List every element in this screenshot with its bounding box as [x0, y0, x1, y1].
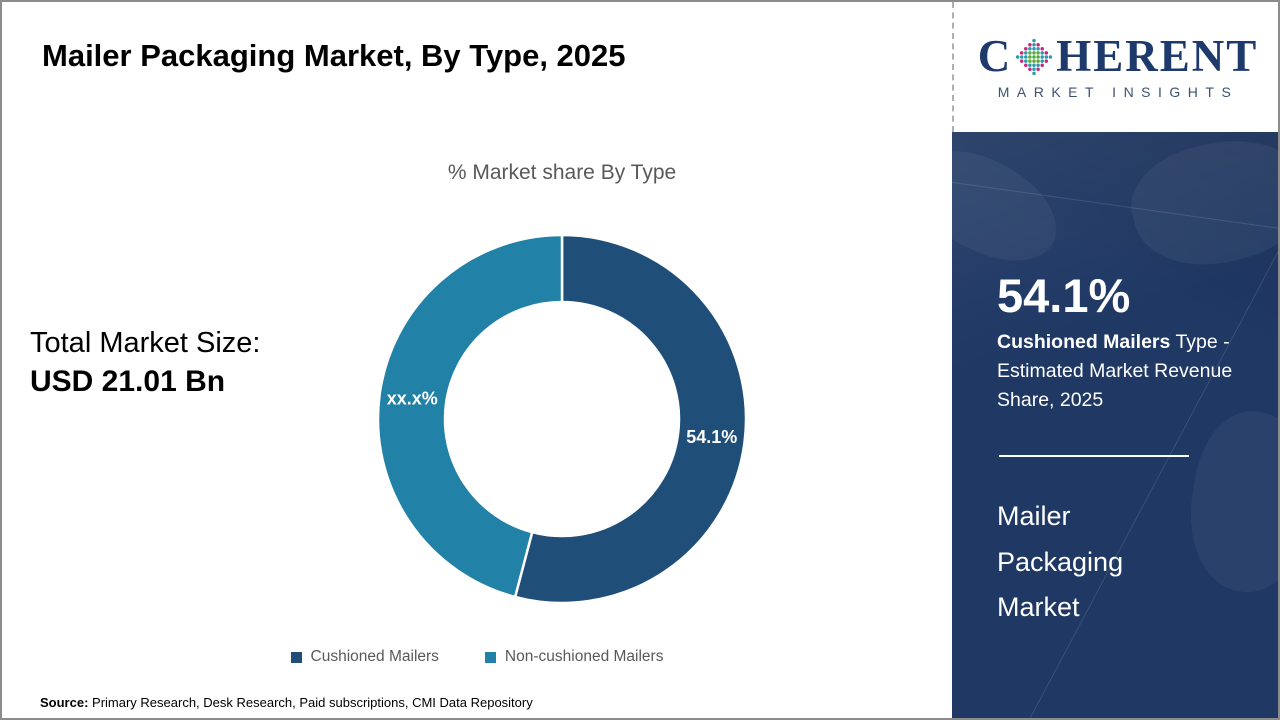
brand-wordmark: C HERENT [978, 34, 1259, 79]
globe-dot [1040, 58, 1045, 63]
globe-dot [1028, 58, 1032, 63]
globe-dot [1032, 62, 1036, 67]
globe-dot [1032, 71, 1036, 75]
globe-dot [1048, 54, 1053, 59]
globe-dot [1032, 54, 1036, 59]
legend-swatch-icon [290, 651, 302, 663]
brand-letters-rest: HERENT [1056, 31, 1259, 81]
globe-dot [1044, 50, 1049, 55]
globe-dot [1036, 62, 1041, 67]
globe-dot [1040, 62, 1045, 67]
total-market-value: USD 21.01 Bn [30, 365, 226, 398]
sidebar-stat-description: Cushioned Mailers Type - Estimated Marke… [997, 328, 1255, 415]
donut-label-cushioned-mailers: 54.1% [686, 427, 737, 447]
donut-slice-non-cushioned-mailers[interactable] [376, 233, 564, 599]
legend-item-cushioned-mailers[interactable]: Cushioned Mailers [290, 648, 439, 666]
source-line: Source: Primary Research, Desk Research,… [40, 695, 533, 710]
globe-dot [1024, 58, 1028, 63]
globe-dot [1028, 50, 1032, 55]
globe-dot [1028, 62, 1032, 67]
globe-dot [1032, 42, 1036, 46]
sidebar-panel: 54.1% Cushioned Mailers Type - Estimated… [952, 132, 1278, 718]
globe-dot [1028, 46, 1032, 51]
sidebar: C HERENT MARKET INSIGHTS 54.1% Cushioned… [952, 2, 1278, 718]
sidebar-divider [999, 455, 1189, 457]
sidebar-stat-segment: Cushioned Mailers [997, 331, 1171, 353]
chart-legend: Cushioned Mailers Non-cushioned Mailers [2, 648, 952, 666]
globe-dots-icon [1016, 38, 1053, 75]
globe-dot [1032, 67, 1036, 71]
total-market-label: Total Market Size: [30, 327, 261, 359]
globe-dot [1024, 54, 1028, 59]
globe-dot [1032, 38, 1036, 42]
brand-tagline: MARKET INSIGHTS [997, 84, 1239, 100]
globe-dot [1028, 42, 1032, 46]
legend-label: Cushioned Mailers [310, 648, 439, 665]
sidebar-stat-value: 54.1% [997, 269, 1131, 322]
globe-dot [1020, 54, 1024, 59]
donut-chart: 54.1% xx.x% [362, 219, 762, 619]
globe-dot [1036, 42, 1041, 46]
globe-dot [1036, 58, 1041, 63]
source-text: Primary Research, Desk Research, Paid su… [88, 695, 533, 710]
globe-dot [1036, 46, 1041, 51]
globe-dot [1032, 58, 1036, 63]
legend-label: Non-cushioned Mailers [504, 648, 664, 665]
globe-dot [1016, 54, 1020, 59]
globe-dot [1036, 54, 1041, 59]
globe-dot [1036, 50, 1041, 55]
source-label: Source: [40, 695, 89, 710]
globe-dot [1032, 50, 1036, 55]
globe-dot [1044, 54, 1049, 59]
globe-dot [1024, 50, 1028, 55]
brand-logo: C HERENT MARKET INSIGHTS [952, 2, 1278, 132]
globe-dot [1020, 50, 1024, 55]
globe-dot [1024, 62, 1028, 67]
globe-dot [1040, 50, 1045, 55]
globe-dot [1036, 67, 1041, 71]
total-market-size: Total Market Size: USD 21.01 Bn [30, 324, 330, 402]
globe-dot [1028, 54, 1032, 59]
sidebar-market-name: Mailer Packaging Market [997, 501, 1124, 622]
map-texture-blob [952, 134, 1074, 280]
globe-dot [1032, 46, 1036, 51]
globe-dot [1040, 54, 1045, 59]
donut-svg: 54.1% xx.x% [376, 233, 748, 605]
page-title: Mailer Packaging Market, By Type, 2025 [42, 38, 626, 73]
legend-item-non-cushioned-mailers[interactable]: Non-cushioned Mailers [484, 648, 664, 666]
globe-dot [1044, 58, 1049, 63]
globe-dot [1020, 58, 1024, 63]
sidebar-stat-rest: Type - Estimated Market Revenue Share, 2… [997, 331, 1233, 411]
map-texture-blob [1177, 402, 1278, 602]
brand-letter-c: C [977, 31, 1013, 81]
donut-slice-cushioned-mailers[interactable] [513, 233, 748, 605]
globe-dot [1040, 46, 1045, 51]
globe-dot [1024, 46, 1028, 51]
donut-label-non-cushioned-mailers: xx.x% [387, 388, 438, 408]
chart-title: % Market share By Type [447, 161, 677, 184]
legend-swatch-icon [484, 651, 496, 663]
map-texture-blob [1119, 132, 1278, 284]
globe-dot [1028, 67, 1032, 71]
